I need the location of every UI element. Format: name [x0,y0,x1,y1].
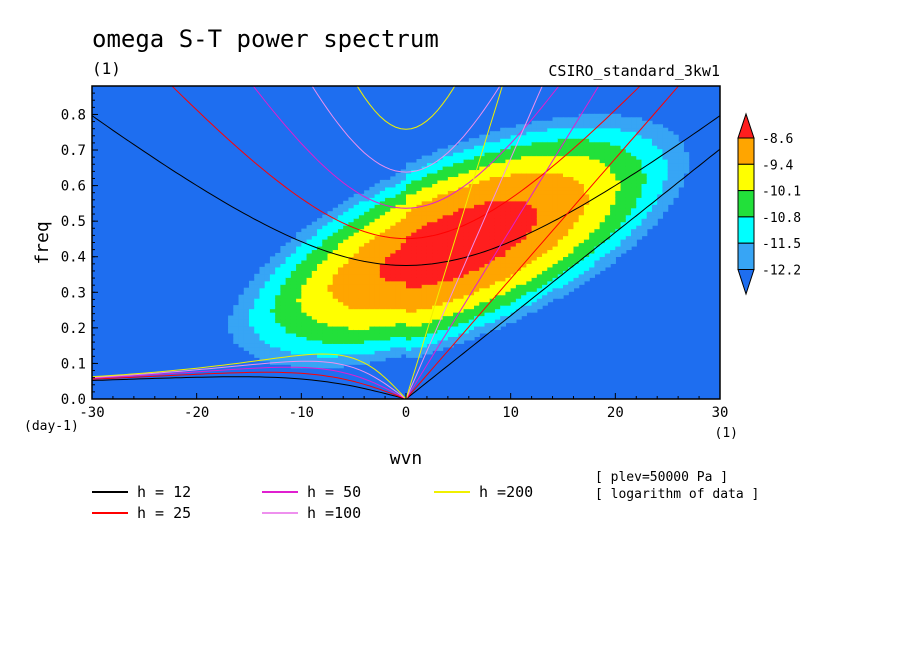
x-tick-label: -30 [79,405,104,421]
legend-label: h = 50 [307,483,361,501]
colorbar-swatch [737,137,755,165]
dispersion-curves [92,86,720,399]
model-label: CSIRO_standard_3kw1 [548,62,720,80]
plot-area [91,85,721,400]
colorbar-label: -8.6 [762,132,793,147]
x-tick-label: 20 [607,405,624,421]
annotation-plev: [ plev=50000 Pa ] [595,470,728,485]
kelvin-wave-curve [405,148,720,399]
y-tick-label: 0.0 [61,392,86,408]
x-tick-label: -20 [184,405,209,421]
inertia-gravity-curve [356,86,456,130]
y-axis-title: freq [32,221,53,264]
y-tick-label: 0.5 [61,214,86,230]
legend-label: h = 12 [137,483,191,501]
inertia-gravity-curve [311,86,501,173]
y-tick-label: 0.8 [61,107,86,123]
y-tick-label: 0.6 [61,179,86,195]
kelvin-wave-curve [405,86,600,399]
legend-label: h =100 [307,504,361,522]
axes: -30 -20 -10 0 10 20 30 0.0 0.1 0.2 0.3 0.4 0.5 0.6 0.7… [61,92,729,421]
y-tick-label: 0.7 [61,143,86,159]
rossby-wave-curve [92,353,407,399]
y-units-label: (day-1) [24,419,79,434]
power-field [228,113,690,369]
x-tick-label: -10 [289,405,314,421]
units-label: (1) [92,59,121,78]
colorbar: -8.6 -9.4 -10.1 -10.8 -11.5 -12.2 [737,112,801,296]
colorbar-bottom-arrow [737,269,755,296]
colorbar-label: -9.4 [762,158,793,173]
colorbar-swatch [737,190,755,218]
colorbar-label: -10.1 [762,185,801,200]
x-tick-label: 30 [712,405,729,421]
x-tick-label: 0 [402,405,410,421]
colorbar-swatch [737,163,755,192]
inertia-gravity-curve [171,86,641,240]
x-tick-label: 10 [502,405,519,421]
rossby-wave-curve [92,376,407,399]
legend: h = 12 h = 25 h = 50 h =100 h =200 [92,483,533,522]
colorbar-label: -10.8 [762,211,801,226]
y-tick-label: 0.1 [61,356,86,372]
colorbar-label: -12.2 [762,264,801,279]
annotation-log: [ logarithm of data ] [595,487,759,502]
legend-label: h =200 [479,483,533,501]
rossby-wave-curve [92,371,407,399]
rossby-wave-curve [92,366,407,399]
inertia-gravity-curve [252,86,560,209]
y-tick-label: 0.2 [61,321,86,337]
y-tick-label: 0.4 [61,250,86,266]
kelvin-wave-curve [405,86,503,399]
colorbar-swatch [737,242,755,270]
colorbar-top-arrow [737,112,755,139]
colorbar-swatch [737,216,755,244]
x-axis-title: wvn [390,448,423,469]
kelvin-wave-curve [405,86,680,399]
colorbar-label: -11.5 [762,237,801,252]
legend-label: h = 25 [137,504,191,522]
kelvin-wave-curve [405,86,543,399]
inertia-gravity-curve [92,115,720,267]
rossby-wave-curve [92,360,407,399]
y-tick-label: 0.3 [61,285,86,301]
x-units-label: (1) [715,426,738,441]
chart-title: omega S-T power spectrum [92,25,439,53]
